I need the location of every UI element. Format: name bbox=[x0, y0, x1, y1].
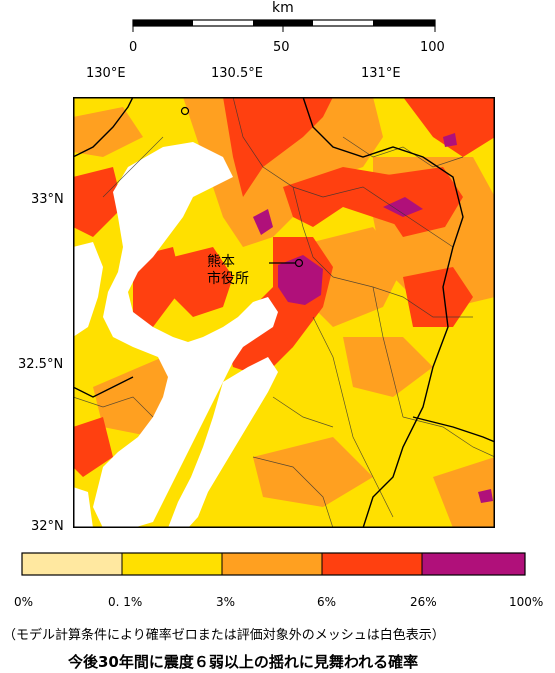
municipal-boundaries bbox=[73, 97, 495, 528]
scale-tick-100: 100 bbox=[420, 40, 445, 55]
city-label: 熊本 市役所 bbox=[207, 254, 249, 288]
legend-swatch-3 bbox=[322, 553, 422, 575]
scale-bar bbox=[132, 19, 436, 32]
longitude-label-130-5: 130.5°E bbox=[211, 66, 263, 81]
legend-label-4: 26% bbox=[410, 595, 437, 609]
legend-colorbar bbox=[21, 552, 526, 576]
legend-swatch-2 bbox=[222, 553, 322, 575]
legend-label-1: 0. 1% bbox=[108, 595, 143, 609]
legend-label-0: 0% bbox=[14, 595, 34, 609]
latitude-label-32-5: 32.5°N bbox=[18, 357, 64, 372]
prefecture-boundaries bbox=[73, 97, 495, 528]
latitude-label-33: 33°N bbox=[31, 192, 64, 207]
city-label-line1: 熊本 bbox=[207, 254, 235, 270]
probability-map bbox=[73, 97, 495, 528]
city-label-line2: 市役所 bbox=[207, 271, 249, 287]
point-marker bbox=[180, 106, 190, 116]
scale-tick-50: 50 bbox=[273, 40, 290, 55]
city-hall-marker bbox=[294, 258, 304, 268]
legend-label-5: 100% bbox=[509, 595, 544, 609]
map-title: 今後30年間に震度６弱以上の揺れに見舞われる確率 bbox=[68, 653, 419, 671]
legend-swatch-0 bbox=[22, 553, 122, 575]
note-text: （モデル計算条件により確率ゼロまたは評価対象外のメッシュは白色表示） bbox=[3, 628, 445, 643]
legend-swatch-1 bbox=[122, 553, 222, 575]
legend-label-2: 3% bbox=[216, 595, 236, 609]
magenta-zones bbox=[253, 133, 493, 503]
scale-unit-label: km bbox=[272, 0, 294, 16]
legend-label-3: 6% bbox=[317, 595, 337, 609]
legend-swatch-4 bbox=[422, 553, 525, 575]
sea-areas bbox=[73, 142, 278, 528]
map-frame bbox=[73, 97, 495, 528]
longitude-label-130: 130°E bbox=[86, 66, 126, 81]
latitude-label-32: 32°N bbox=[31, 519, 64, 534]
longitude-label-131: 131°E bbox=[361, 66, 401, 81]
scale-tick-0: 0 bbox=[129, 40, 138, 55]
